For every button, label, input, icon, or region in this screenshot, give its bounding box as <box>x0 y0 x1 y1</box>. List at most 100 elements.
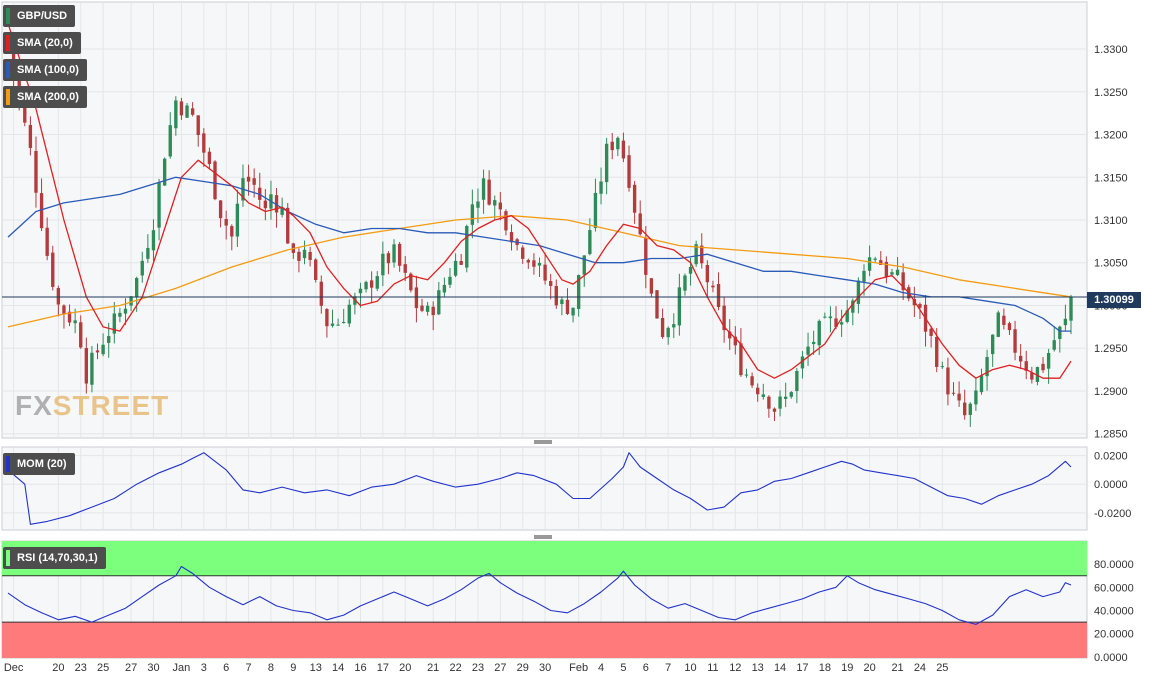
candle-body <box>845 310 849 322</box>
candle-body <box>280 208 284 215</box>
legend-label-gbpusd: GBP/USD <box>17 10 68 22</box>
legend-label-sma100: SMA (100,0) <box>17 64 79 76</box>
x-tick-label: 5 <box>620 662 626 674</box>
x-tick-label: 16 <box>354 662 366 674</box>
x-tick-label: Jan <box>173 662 191 674</box>
candle-body <box>767 396 771 409</box>
candle-body <box>806 346 810 355</box>
candle-body <box>895 269 900 276</box>
legend-gbpusd: GBP/USD <box>3 5 76 27</box>
candle-body <box>672 324 676 328</box>
candle-body <box>342 322 346 324</box>
legend-swatch-sma200 <box>6 89 10 105</box>
candle-body <box>162 158 167 186</box>
candle-body <box>336 324 340 326</box>
y-tick-price: 1.3050 <box>1094 258 1128 270</box>
candle-body <box>112 313 116 334</box>
candle-body <box>403 264 407 273</box>
candle-body <box>839 322 844 325</box>
candle-body <box>207 151 212 165</box>
x-tick-label: 23 <box>75 662 87 674</box>
candle-body <box>252 178 256 185</box>
candle-body <box>107 336 111 343</box>
candle-body <box>381 253 385 276</box>
candle-body <box>375 276 379 289</box>
candle-body <box>386 253 391 264</box>
candle-body <box>560 299 564 305</box>
candle-body <box>856 280 861 304</box>
pane-1-background <box>1 446 1088 531</box>
pane-separator-2 <box>534 535 552 539</box>
legend-label-sma200: SMA (200,0) <box>17 91 79 103</box>
candle-body <box>929 328 933 336</box>
candle-body <box>761 394 765 397</box>
legend-mom: MOM (20) <box>3 453 75 475</box>
candle-body <box>694 244 698 265</box>
candle-body <box>918 303 922 308</box>
legend-swatch-sma20 <box>6 35 10 51</box>
logo-fx: FX <box>15 390 53 421</box>
candle-body <box>397 243 402 266</box>
candle-body <box>660 317 665 337</box>
candle-body <box>677 287 682 326</box>
candle-body <box>218 200 223 219</box>
sma20-line <box>7 23 1072 379</box>
y-tick-mom: 0.0000 <box>1094 479 1128 491</box>
candle-body <box>330 323 335 326</box>
candle-body <box>996 312 1000 337</box>
candle-body <box>800 356 805 369</box>
y-tick-price: 1.3250 <box>1094 87 1128 99</box>
candle-body <box>45 227 49 256</box>
candle-body <box>744 374 749 376</box>
candle-body <box>230 226 234 237</box>
y-tick-rsi: 60.0000 <box>1094 582 1134 594</box>
candle-body <box>325 309 329 327</box>
x-tick-label: 4 <box>598 662 604 674</box>
candle-body <box>420 305 424 311</box>
candle-body <box>1018 355 1023 362</box>
candle-body <box>588 230 592 255</box>
candle-body <box>34 151 38 193</box>
x-tick-label: 24 <box>914 662 926 674</box>
legend-label-mom: MOM (20) <box>17 458 67 470</box>
candle-body <box>224 218 228 226</box>
x-tick-label: 8 <box>268 662 274 674</box>
candle-body <box>828 316 833 319</box>
y-tick-price: 1.2900 <box>1094 386 1128 398</box>
rsi-overbought-band <box>2 541 1087 576</box>
candle-body <box>504 211 508 231</box>
candle-body <box>246 176 251 182</box>
candle-body <box>890 272 894 275</box>
candle-body <box>711 285 715 288</box>
legend-swatch-sma100 <box>6 62 10 78</box>
candle-body <box>90 352 94 385</box>
candle-body <box>369 280 374 288</box>
candle-body <box>1035 367 1040 382</box>
candle-body <box>414 287 419 309</box>
candle-body <box>666 327 670 338</box>
candle-body <box>481 178 486 200</box>
candle-body <box>722 305 726 331</box>
candle-body <box>302 249 307 259</box>
candle-body <box>314 259 318 280</box>
x-tick-label: 22 <box>449 662 461 674</box>
candle-body <box>23 101 27 123</box>
candle-body <box>946 367 950 395</box>
candle-body <box>437 290 441 315</box>
candle-body <box>67 311 72 323</box>
candle-body <box>448 276 452 285</box>
candle-body <box>705 265 710 283</box>
candle-body <box>571 307 575 316</box>
candle-body <box>537 262 542 266</box>
candle-body <box>968 403 972 415</box>
x-tick-label: 14 <box>774 662 786 674</box>
candle-body <box>347 304 351 324</box>
x-tick-label: 29 <box>517 662 529 674</box>
y-tick-price: 1.3200 <box>1094 130 1128 142</box>
candle-body <box>884 261 889 278</box>
x-tick-label: 20 <box>52 662 64 674</box>
candle-body <box>823 316 827 318</box>
candle-body <box>453 260 458 276</box>
candle-body <box>185 105 189 118</box>
